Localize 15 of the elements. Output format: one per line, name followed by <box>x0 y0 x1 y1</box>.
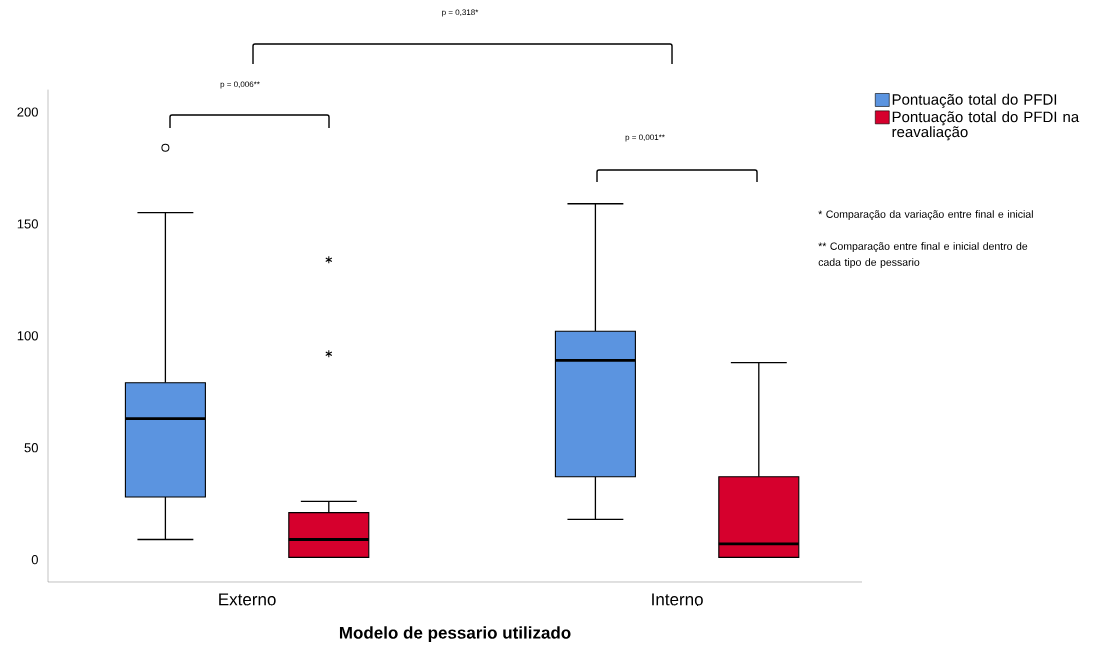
text: p = 0,318* <box>442 9 479 17</box>
x-axis-title: Modelo de pessario utilizado <box>339 626 571 643</box>
y-tick-label: 100 <box>17 331 38 341</box>
x-tick-label: Interno <box>652 593 703 606</box>
annotation: * Comparação da variação entre final e inicial <box>818 210 1033 221</box>
x-tick-label: Externo <box>219 593 276 606</box>
text: p = 0,006** <box>220 81 260 89</box>
y-tick-label: 0 <box>31 555 38 565</box>
annotation: ** Comparação entre final e inicial dentro de cada tipo de pessario <box>818 242 1028 268</box>
y-tick-label: 150 <box>17 219 38 229</box>
y-tick-label: 50 <box>24 443 38 453</box>
legend-label: Pontuação total do PFDI na reavaliação <box>892 111 1080 141</box>
legend-label: Pontuação total do PFDI <box>892 93 1057 108</box>
y-tick-label: 200 <box>17 107 38 117</box>
annotation: p = 0,001** <box>625 134 665 142</box>
